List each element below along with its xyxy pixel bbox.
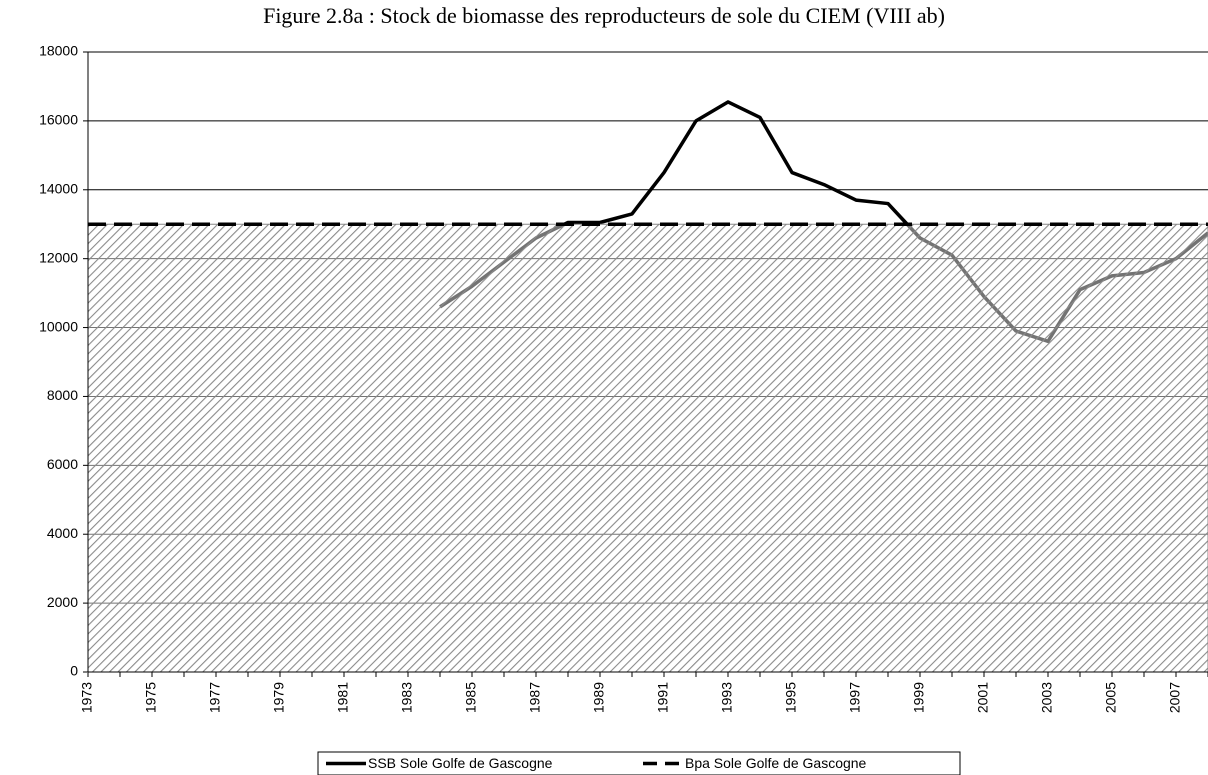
x-tick-label: 1995 [783,682,799,713]
x-tick-label: 1975 [143,682,159,713]
y-tick-label: 0 [70,663,78,679]
legend-label: SSB Sole Golfe de Gascogne [368,755,553,771]
x-tick-label: 1973 [79,682,95,713]
legend-label: Bpa Sole Golfe de Gascogne [685,755,867,771]
x-tick-label: 1979 [271,682,287,713]
x-tick-label: 1977 [207,682,223,713]
x-tick-label: 1983 [399,682,415,713]
x-tick-label: 1993 [719,682,735,713]
x-tick-label: 1987 [527,682,543,713]
x-tick-label: 2003 [1039,682,1055,713]
x-tick-label: 1981 [335,682,351,713]
x-tick-label: 2005 [1103,682,1119,713]
y-tick-label: 2000 [47,594,78,610]
x-tick-label: 1999 [911,682,927,713]
y-tick-label: 12000 [39,249,78,265]
y-tick-label: 10000 [39,318,78,334]
legend-box [317,751,961,775]
y-tick-label: 18000 [39,43,78,59]
y-tick-label: 4000 [47,525,78,541]
y-tick-label: 14000 [39,180,78,196]
y-tick-label: 16000 [39,112,78,128]
area [87,223,1208,673]
x-tick-label: 1991 [655,682,671,713]
x-tick-label: 1989 [591,682,607,713]
chart-title: Figure 2.8a : Stock de biomasse des repr… [263,3,945,28]
x-tick-label: 1997 [847,682,863,713]
y-tick-label: 8000 [47,387,78,403]
y-tick-label: 6000 [47,456,78,472]
x-tick-label: 2007 [1167,682,1183,713]
x-tick-label: 2001 [975,682,991,713]
x-tick-label: 1985 [463,682,479,713]
